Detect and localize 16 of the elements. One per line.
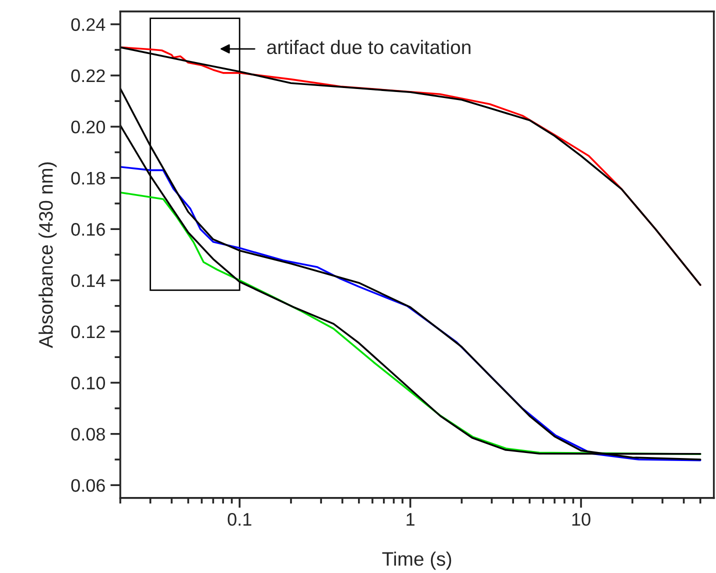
- x-tick-label: 10: [572, 512, 590, 526]
- y-tick-label: 0.12: [71, 325, 105, 338]
- x-tick-label: 1: [406, 513, 414, 526]
- y-tick-label: 0.08: [71, 428, 105, 441]
- y-axis-title: Absorbance (430 nm): [38, 162, 57, 348]
- x-axis-title: Time (s): [382, 552, 452, 570]
- y-tick-label: 0.14: [71, 274, 106, 288]
- y-tick-label: 0.20: [71, 120, 105, 134]
- y-tick-label: 0.22: [71, 69, 105, 82]
- y-tick-label: 0.10: [71, 376, 105, 390]
- annotation: artifact due to cavitation: [267, 40, 470, 54]
- y-tick-label: 0.06: [71, 479, 105, 492]
- y-tick-label: 0.18: [71, 172, 105, 185]
- y-tick-label: 0.24: [71, 18, 106, 31]
- x-tick-label: 0.1: [228, 512, 252, 526]
- y-tick-label: 0.16: [71, 223, 105, 236]
